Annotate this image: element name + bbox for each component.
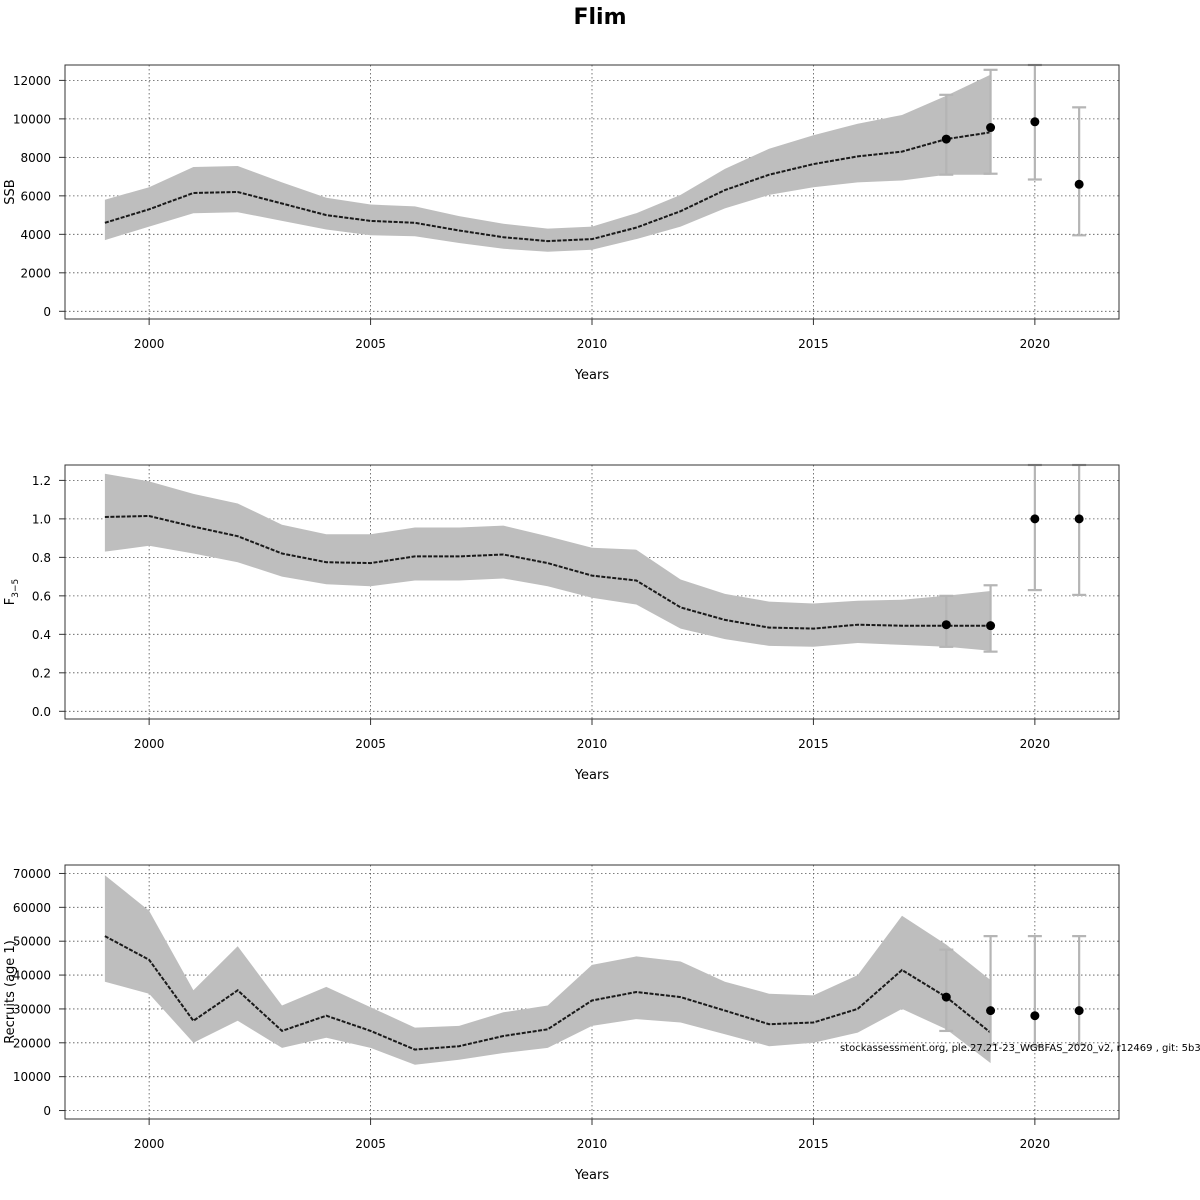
- x-axis-title: Years: [574, 368, 610, 383]
- y-tick-label: 30000: [13, 1002, 51, 1016]
- estimate-line: [104, 935, 992, 1051]
- footer-note: stockassessment.org, ple.27.21-23_WGBFAS…: [840, 1043, 1200, 1054]
- y-tick-label: 60000: [13, 901, 51, 915]
- x-axis-title: Years: [574, 768, 610, 783]
- y-tick-label: 6000: [20, 189, 51, 203]
- y-tick-label: 4000: [20, 228, 51, 242]
- data-point: [986, 621, 996, 631]
- x-axis-title: Years: [574, 1168, 610, 1183]
- y-tick-label: 0: [43, 305, 51, 319]
- y-tick-label: 0: [43, 1104, 51, 1118]
- estimate-line: [104, 131, 991, 243]
- x-tick-label: 2000: [134, 737, 165, 751]
- data-point: [941, 620, 951, 630]
- y-tick-label: 0.4: [32, 628, 51, 642]
- y-tick-label: 40000: [13, 969, 51, 983]
- error-bar: [1072, 463, 1087, 596]
- x-tick-label: 2020: [1020, 337, 1051, 351]
- data-point: [986, 1006, 996, 1016]
- x-tick-label: 2000: [134, 1137, 165, 1151]
- data-point: [941, 992, 951, 1002]
- x-tick-label: 2010: [577, 337, 608, 351]
- data-point: [1074, 514, 1084, 524]
- x-tick-label: 2000: [134, 337, 165, 351]
- y-tick-label: 20000: [13, 1036, 51, 1050]
- y-tick-label: 0.8: [32, 551, 51, 565]
- y-axis-title-subscript: 3−5: [11, 579, 21, 598]
- y-axis-title: F3−5: [3, 579, 21, 605]
- confidence-band: [104, 74, 991, 252]
- fishing-mortality-panel: 2000 2005 2010 2015 2020 0.0 0.2 0.4 0.6 0.8 1.0 1.…: [3, 463, 1120, 783]
- y-tick-label: 1.0: [32, 512, 51, 526]
- y-axis-title: SSB: [3, 179, 18, 204]
- y-tick-label: 10000: [13, 1070, 51, 1084]
- data-point: [1030, 117, 1040, 127]
- y-tick-label: 12000: [13, 74, 51, 88]
- x-tick-label: 2015: [798, 337, 829, 351]
- ssb-panel: 2000 2005 2010 2015 2020 0 2000 4000 6000 8000 100…: [3, 63, 1120, 383]
- data-point: [986, 123, 996, 133]
- data-point: [1074, 1006, 1084, 1016]
- error-bar: [983, 68, 998, 175]
- y-tick-label: 50000: [13, 935, 51, 949]
- x-tick-label: 2010: [577, 737, 608, 751]
- data-point: [1030, 1011, 1040, 1021]
- error-bar: [983, 935, 998, 1046]
- error-bar: [939, 948, 954, 1033]
- x-tick-label: 2005: [355, 337, 386, 351]
- y-tick-label: 8000: [20, 151, 51, 165]
- y-tick-label: 10000: [13, 112, 51, 126]
- error-bar: [983, 584, 998, 653]
- error-bar: [1072, 106, 1087, 237]
- x-tick-label: 2020: [1020, 737, 1051, 751]
- y-tick-label: 0.0: [32, 705, 51, 719]
- y-tick-label: 2000: [20, 266, 51, 280]
- chart-title: Flim: [573, 5, 626, 30]
- error-bar: [1027, 463, 1042, 592]
- y-tick-label: 70000: [13, 867, 51, 881]
- data-point: [1074, 179, 1084, 189]
- x-tick-label: 2020: [1020, 1137, 1051, 1151]
- x-tick-label: 2010: [577, 1137, 608, 1151]
- error-bar: [1072, 935, 1087, 1046]
- recruits-panel: 2000 2005 2010 2015 2020 0 10000 20000 30000 4000…: [3, 864, 1120, 1183]
- confidence-band: [104, 875, 991, 1065]
- y-axis-title: Recruits (age 1): [3, 940, 18, 1044]
- estimate-line: [104, 514, 991, 630]
- x-tick-label: 2005: [355, 1137, 386, 1151]
- x-tick-label: 2015: [798, 1137, 829, 1151]
- error-bar: [1027, 935, 1042, 1048]
- data-point: [941, 134, 951, 144]
- x-tick-label: 2005: [355, 737, 386, 751]
- confidence-band: [104, 473, 991, 651]
- y-tick-label: 1.2: [32, 474, 51, 488]
- data-point: [1030, 514, 1040, 524]
- y-tick-label: 0.6: [32, 589, 51, 603]
- y-tick-label: 0.2: [32, 666, 51, 680]
- x-tick-label: 2015: [798, 737, 829, 751]
